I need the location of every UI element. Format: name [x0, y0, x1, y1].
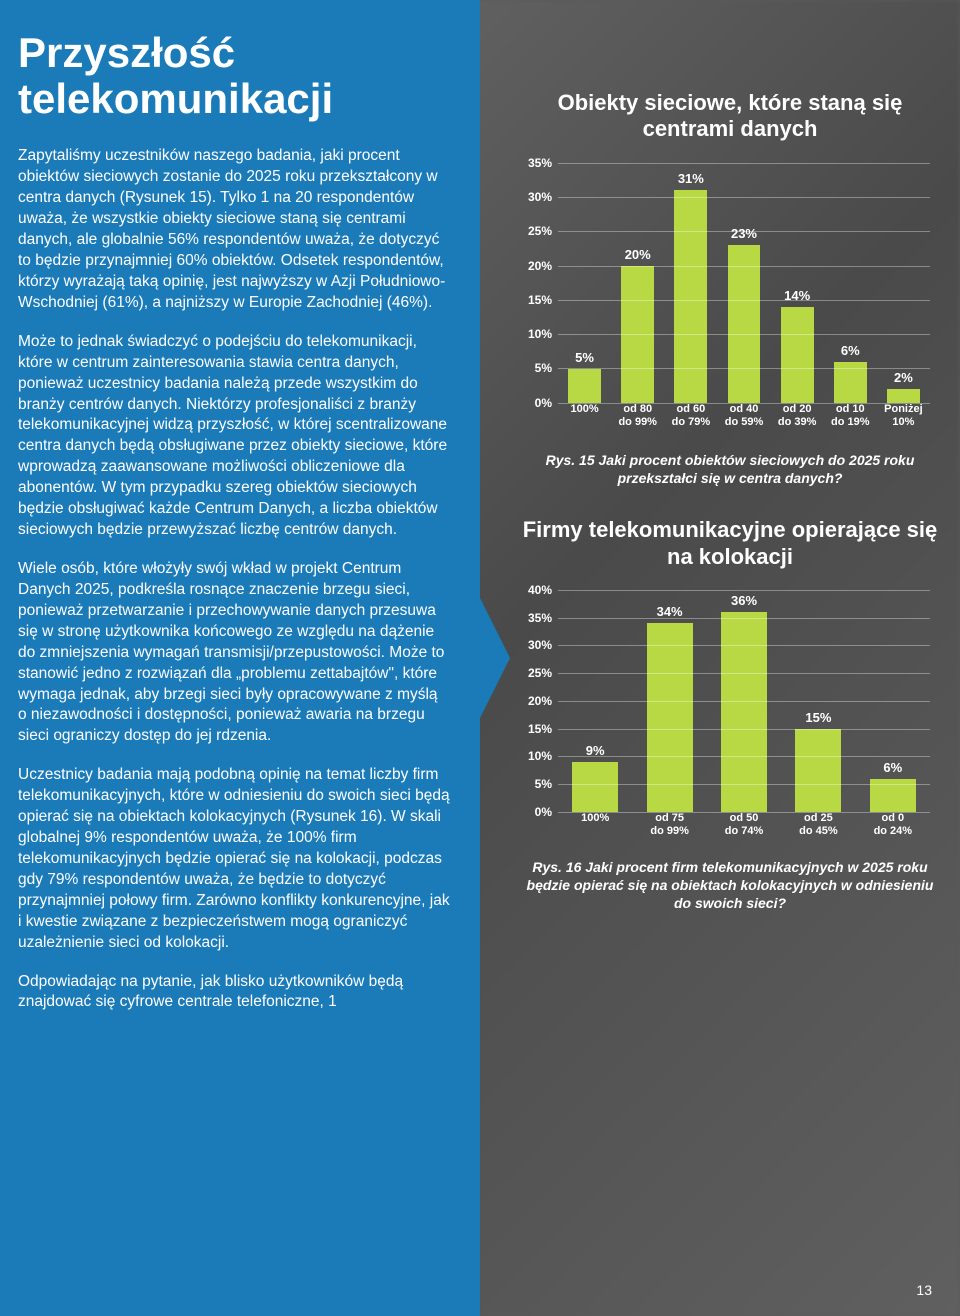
chart1-caption: Rys. 15 Jaki procent obiektów sieciowych…	[520, 451, 940, 487]
gridline	[558, 197, 930, 198]
bar	[572, 762, 618, 812]
chart1: 0%5%10%15%20%25%30%35% 5%20%31%23%14%6%2…	[520, 163, 940, 443]
x-category-label: od 40do 59%	[717, 403, 770, 443]
gridline	[558, 618, 930, 619]
gridline	[558, 756, 930, 757]
chart2: 0%5%10%15%20%25%30%35%40% 9%34%36%15%6% …	[520, 590, 940, 850]
x-category-label: od 10do 19%	[824, 403, 877, 443]
bar-value-label: 6%	[883, 760, 902, 775]
y-tick: 0%	[535, 805, 552, 819]
y-tick: 35%	[528, 611, 552, 625]
x-category-label: od 75do 99%	[632, 812, 706, 850]
x-category-label: od 60do 79%	[664, 403, 717, 443]
paragraph-2: Może to jednak świadczyć o podejściu do …	[18, 332, 450, 541]
bar-value-label: 31%	[678, 171, 704, 186]
chart1-x-labels: 100%od 80do 99%od 60do 79%od 40do 59%od …	[558, 403, 930, 443]
bar-wrap: 14%	[771, 163, 824, 403]
gridline	[558, 300, 930, 301]
bar-wrap: 20%	[611, 163, 664, 403]
bar-value-label: 15%	[805, 710, 831, 725]
gridline	[558, 645, 930, 646]
bar	[781, 307, 814, 403]
gridline	[558, 590, 930, 591]
bar	[674, 190, 707, 403]
page-number: 13	[916, 1282, 932, 1298]
bar-wrap: 5%	[558, 163, 611, 403]
x-category-label: 100%	[558, 403, 611, 443]
chart1-plot-area: 5% 20% 31% 23% 14% 6% 2%	[558, 163, 930, 403]
bar-value-label: 6%	[841, 343, 860, 358]
bar-value-label: 23%	[731, 226, 757, 241]
bar-wrap: 23%	[717, 163, 770, 403]
y-tick: 15%	[528, 293, 552, 307]
bar-wrap: 6%	[824, 163, 877, 403]
bar	[887, 389, 920, 403]
x-category-label: od 50do 74%	[707, 812, 781, 850]
y-tick: 0%	[535, 396, 552, 410]
x-category-label: 100%	[558, 812, 632, 850]
y-tick: 20%	[528, 694, 552, 708]
chart2-y-axis: 0%5%10%15%20%25%30%35%40%	[520, 590, 558, 812]
bar-value-label: 36%	[731, 593, 757, 608]
chart1-y-axis: 0%5%10%15%20%25%30%35%	[520, 163, 558, 403]
y-tick: 20%	[528, 259, 552, 273]
x-category-label: od 20do 39%	[771, 403, 824, 443]
bar	[795, 729, 841, 812]
y-tick: 5%	[535, 777, 552, 791]
x-category-label: od 25do 45%	[781, 812, 855, 850]
gridline	[558, 701, 930, 702]
bar-value-label: 5%	[575, 350, 594, 365]
gridline	[558, 266, 930, 267]
y-tick: 25%	[528, 224, 552, 238]
bar-value-label: 20%	[625, 247, 651, 262]
bar	[568, 369, 601, 403]
chart2-plot-area: 9%34%36%15%6%	[558, 590, 930, 812]
gridline	[558, 729, 930, 730]
paragraph-5: Odpowiadając na pytanie, jak blisko użyt…	[18, 972, 450, 1014]
y-tick: 25%	[528, 666, 552, 680]
chart2-x-labels: 100%od 75do 99%od 50do 74%od 25do 45%od …	[558, 812, 930, 850]
page-title: Przyszłość telekomunikacji	[18, 30, 450, 122]
paragraph-4: Uczestnicy badania mają podobną opinię n…	[18, 765, 450, 953]
bar-wrap: 2%	[877, 163, 930, 403]
chart1-title: Obiekty sieciowe, które staną się centra…	[520, 90, 940, 143]
y-tick: 40%	[528, 583, 552, 597]
bar	[721, 612, 767, 812]
gridline	[558, 673, 930, 674]
gridline	[558, 784, 930, 785]
y-tick: 5%	[535, 361, 552, 375]
paragraph-3: Wiele osób, które włożyły swój wkład w p…	[18, 559, 450, 747]
bar	[728, 245, 761, 403]
bar-value-label: 2%	[894, 370, 913, 385]
x-category-label: od 0do 24%	[856, 812, 930, 850]
gridline	[558, 368, 930, 369]
paragraph-1: Zapytaliśmy uczestników naszego badania,…	[18, 146, 450, 313]
y-tick: 30%	[528, 190, 552, 204]
gridline	[558, 231, 930, 232]
chart2-caption: Rys. 16 Jaki procent firm telekomunikacy…	[520, 858, 940, 913]
left-text-panel: Przyszłość telekomunikacji Zapytaliśmy u…	[0, 0, 480, 1316]
x-category-label: Poniżej 10%	[877, 403, 930, 443]
gridline	[558, 163, 930, 164]
y-tick: 30%	[528, 638, 552, 652]
y-tick: 15%	[528, 722, 552, 736]
y-tick: 10%	[528, 749, 552, 763]
y-tick: 10%	[528, 327, 552, 341]
right-chart-panel: Obiekty sieciowe, które staną się centra…	[480, 0, 960, 943]
x-category-label: od 80do 99%	[611, 403, 664, 443]
chart2-title: Firmy telekomunikacyjne opierające się n…	[520, 517, 940, 570]
gridline	[558, 334, 930, 335]
y-tick: 35%	[528, 156, 552, 170]
bar-wrap: 31%	[664, 163, 717, 403]
